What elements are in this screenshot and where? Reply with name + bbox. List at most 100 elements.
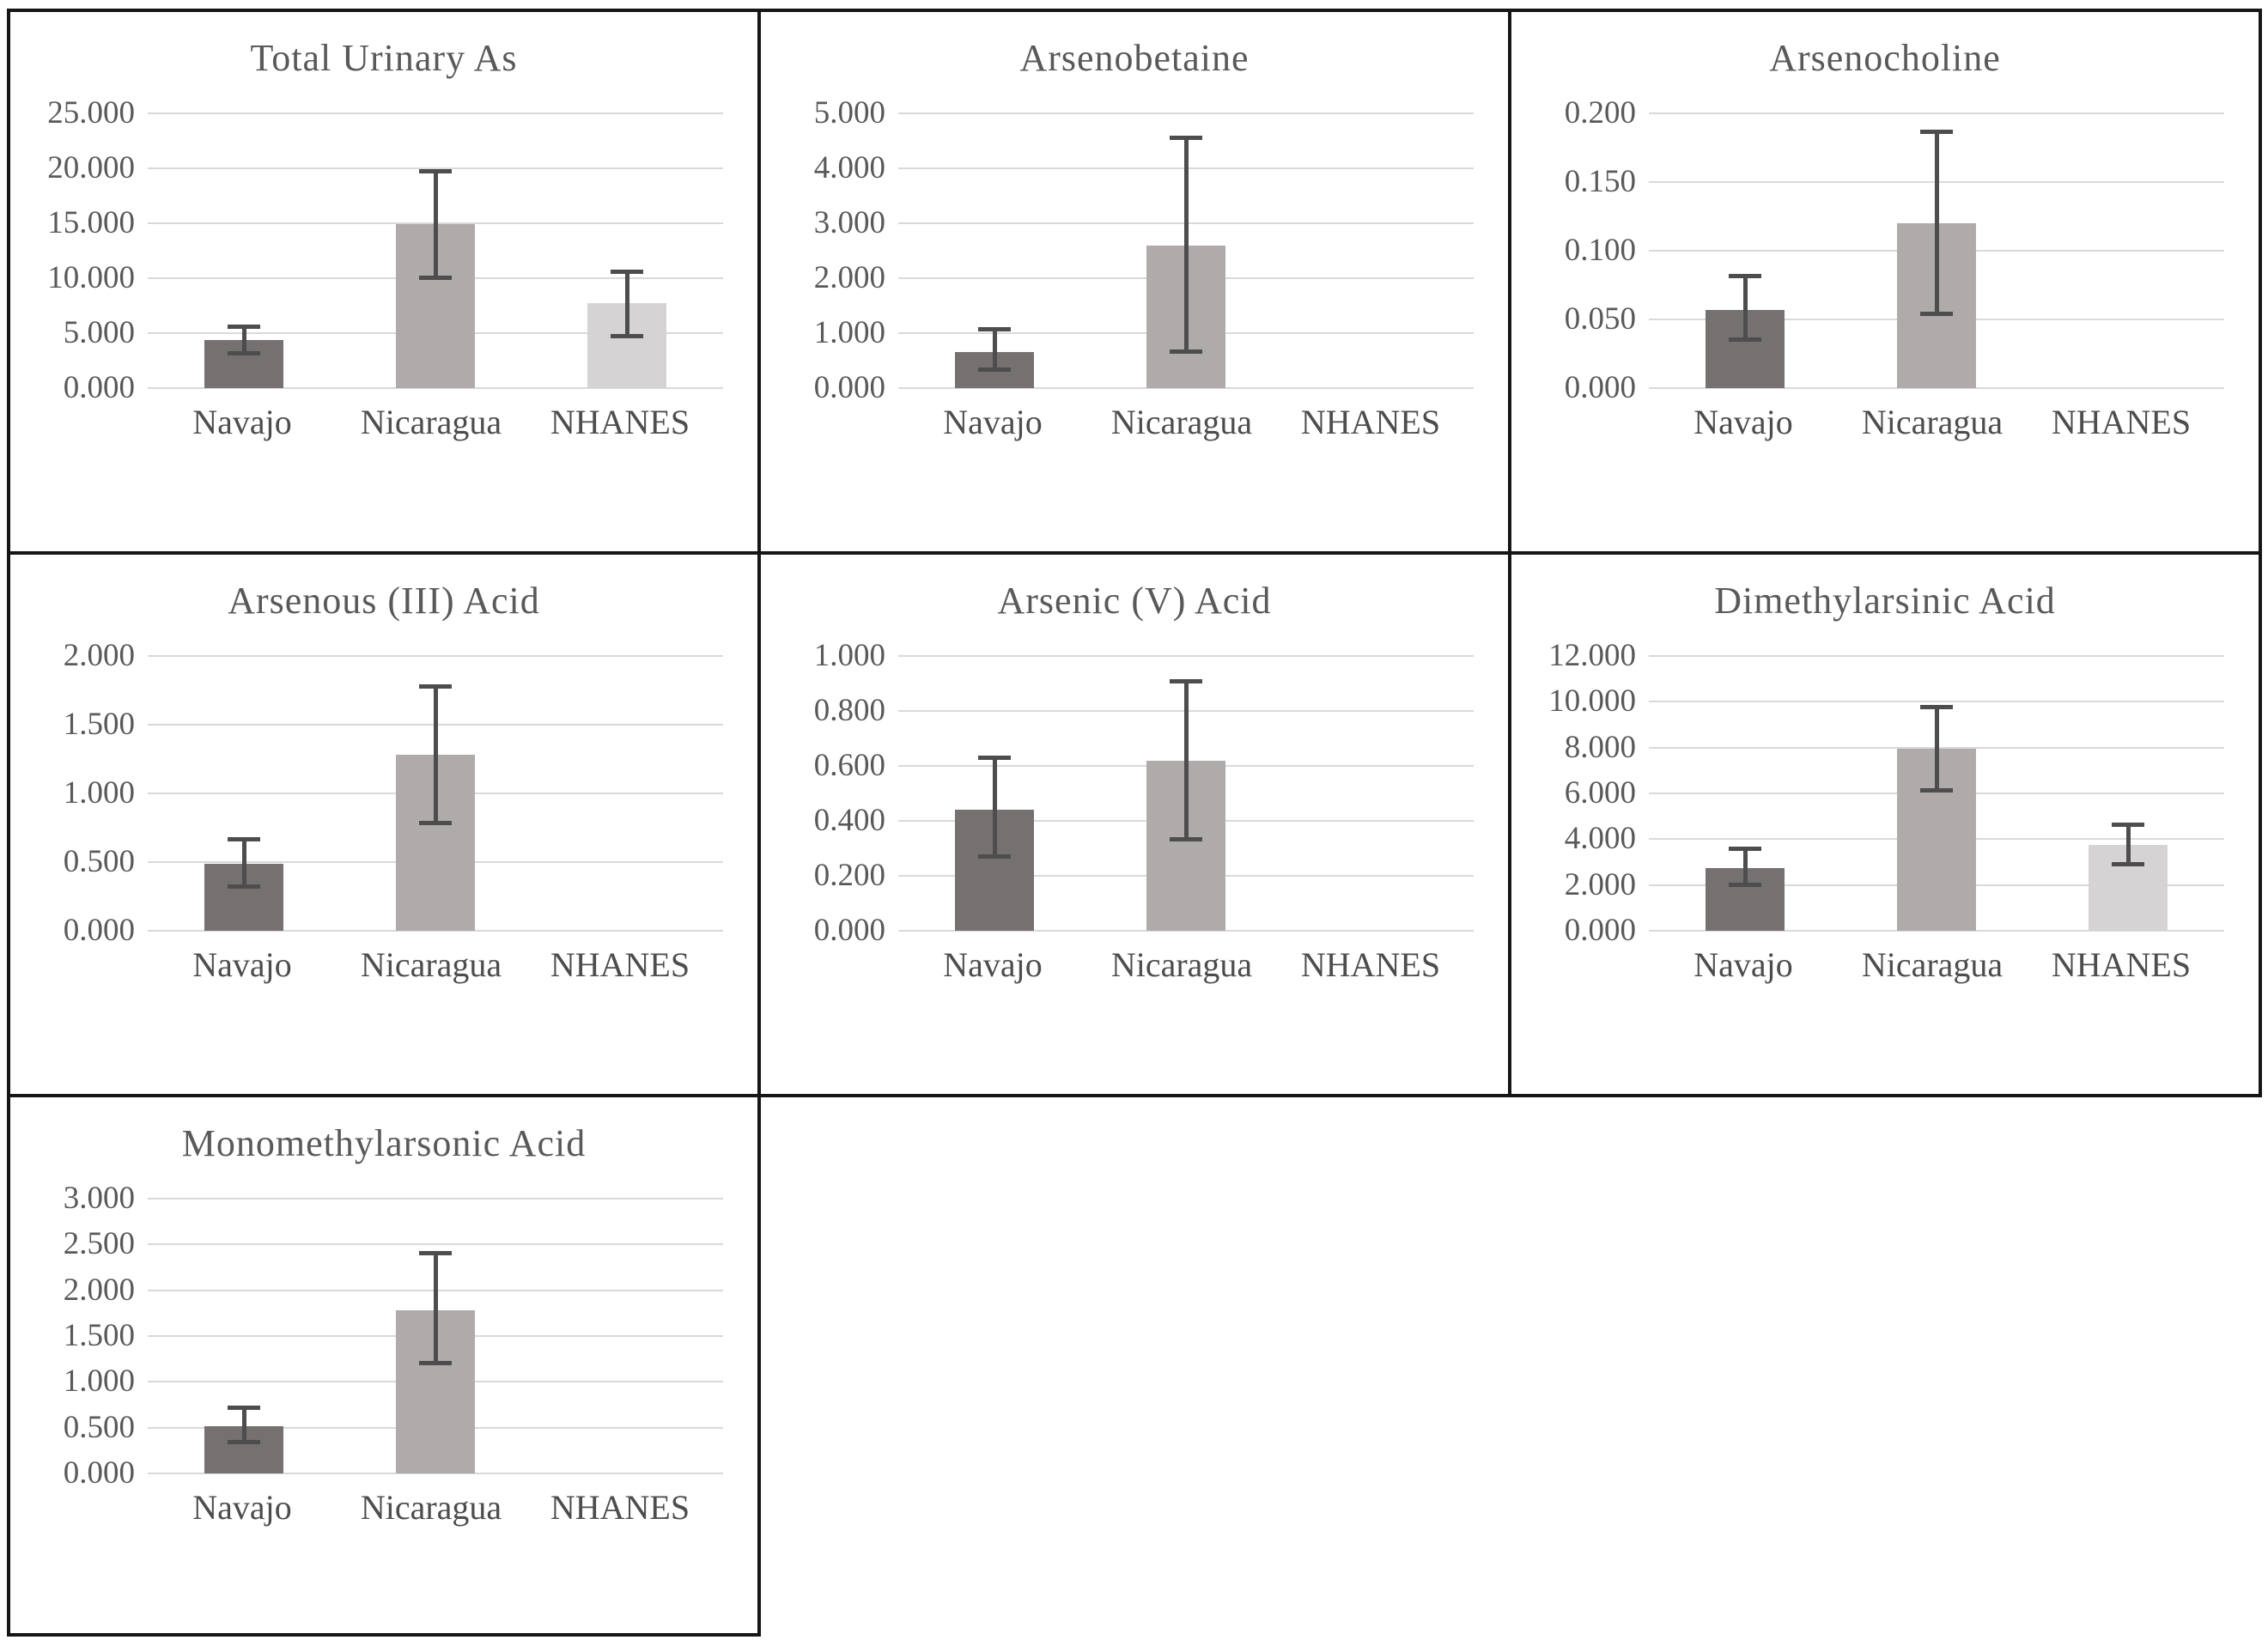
y-axis-tick-label: 1.500 bbox=[63, 1318, 135, 1353]
gridline bbox=[1649, 655, 2224, 657]
x-axis-label-navajo: Navajo bbox=[192, 945, 292, 984]
error-bar-cap-bottom bbox=[227, 884, 260, 889]
y-axis-tick-label: 0.400 bbox=[813, 803, 885, 838]
error-bar-line bbox=[241, 838, 246, 887]
gridline bbox=[898, 930, 1474, 932]
x-axis-label-navajo: Navajo bbox=[943, 403, 1043, 441]
x-axis-label-navajo: Navajo bbox=[943, 945, 1043, 984]
y-axis-tick-label: 0.000 bbox=[63, 370, 135, 405]
y-axis-tick-label: 0.500 bbox=[63, 844, 135, 879]
gridline bbox=[1649, 112, 2224, 114]
error-bar-line bbox=[1935, 131, 1939, 314]
chart-panel-arsenobetaine: Arsenobetaine Navajo Nicaragua NHANES 0.… bbox=[757, 9, 1511, 555]
gridline bbox=[898, 655, 1474, 657]
error-bar-line bbox=[1184, 137, 1189, 352]
y-axis-tick-label: 8.000 bbox=[1564, 729, 1636, 765]
y-axis-tick-label: 3.000 bbox=[813, 205, 885, 240]
x-axis-label-navajo: Navajo bbox=[192, 403, 292, 441]
x-axis-label-nicaragua: Nicaragua bbox=[360, 945, 502, 984]
y-axis-tick-label: 0.200 bbox=[1564, 95, 1636, 131]
y-axis-tick-label: 1.500 bbox=[63, 707, 135, 742]
y-axis-tick-label: 0.600 bbox=[813, 748, 885, 783]
x-axis-label-navajo: Navajo bbox=[192, 1488, 292, 1527]
gridline bbox=[148, 112, 723, 114]
y-axis-tick-label: 4.000 bbox=[813, 150, 885, 185]
x-axis-label-nhanes: NHANES bbox=[2051, 403, 2192, 441]
error-bar-cap-bottom bbox=[419, 821, 452, 826]
chart-title: Arsenocholine bbox=[1769, 37, 2001, 79]
error-bar-line bbox=[434, 1252, 438, 1364]
y-axis-tick-label: 25.000 bbox=[47, 95, 135, 131]
y-axis-tick-label: 0.000 bbox=[1564, 913, 1636, 948]
error-bar-line bbox=[434, 170, 438, 278]
y-axis-tick-label: 0.000 bbox=[1564, 370, 1636, 405]
chart-panel-arsenocholine: Arsenocholine Navajo Nicaragua NHANES 0.… bbox=[1508, 9, 2262, 555]
error-bar-cap-bottom bbox=[1920, 788, 1953, 793]
error-bar-cap-bottom bbox=[227, 351, 260, 356]
error-bar-cap-top bbox=[1920, 704, 1953, 709]
y-axis-tick-label: 0.000 bbox=[63, 913, 135, 948]
error-bar-cap-bottom bbox=[1920, 311, 1953, 316]
y-axis-tick-label: 15.000 bbox=[47, 205, 135, 240]
gridline bbox=[148, 930, 723, 932]
y-axis-tick-label: 12.000 bbox=[1548, 638, 1636, 673]
gridline bbox=[148, 387, 723, 389]
error-bar-cap-bottom bbox=[977, 367, 1011, 372]
chart-panel-monomethylarsonic-acid: Monomethylarsonic Acid Navajo Nicaragua … bbox=[7, 1094, 761, 1637]
error-bar-line bbox=[2126, 824, 2131, 865]
gridline bbox=[1649, 930, 2224, 932]
error-bar-cap-top bbox=[611, 270, 644, 275]
x-axis-label-navajo: Navajo bbox=[1693, 945, 1793, 984]
error-bar-cap-top bbox=[1728, 847, 1761, 851]
chart-title: Arsenous (III) Acid bbox=[228, 580, 540, 622]
y-axis-tick-label: 2.000 bbox=[63, 1272, 135, 1308]
error-bar-cap-top bbox=[1728, 273, 1761, 278]
y-axis-tick-label: 2.000 bbox=[1564, 866, 1636, 902]
x-axis-label-nicaragua: Nicaragua bbox=[1110, 403, 1253, 441]
error-bar-cap-top bbox=[227, 836, 260, 841]
y-axis-tick-label: 0.100 bbox=[1564, 233, 1636, 268]
y-axis-tick-label: 0.000 bbox=[813, 913, 885, 948]
chart-grid: Total Urinary As Navajo Nicaragua NHANES… bbox=[7, 9, 2262, 1640]
gridline bbox=[1649, 387, 2224, 389]
error-bar-line bbox=[1184, 680, 1189, 841]
y-axis-tick-label: 0.050 bbox=[1564, 301, 1636, 337]
y-axis-tick-label: 1.000 bbox=[63, 775, 135, 811]
y-axis-tick-label: 10.000 bbox=[47, 260, 135, 295]
x-axis-label-nhanes: NHANES bbox=[1300, 403, 1441, 441]
chart-title: Arsenic (V) Acid bbox=[997, 580, 1272, 622]
error-bar-cap-bottom bbox=[2112, 861, 2145, 866]
x-axis-label-nhanes: NHANES bbox=[550, 403, 690, 441]
error-bar-line bbox=[241, 326, 246, 355]
y-axis-tick-label: 0.000 bbox=[63, 1455, 135, 1491]
error-bar-cap-top bbox=[1920, 129, 1953, 134]
y-axis-tick-label: 2.000 bbox=[63, 638, 135, 673]
error-bar-cap-bottom bbox=[227, 1439, 260, 1444]
error-bar-line bbox=[1935, 706, 1939, 792]
y-axis-tick-label: 2.000 bbox=[813, 260, 885, 295]
y-axis-tick-label: 0.200 bbox=[813, 858, 885, 893]
x-axis-label-nhanes: NHANES bbox=[550, 945, 690, 984]
y-axis-tick-label: 1.000 bbox=[813, 315, 885, 350]
chart-title: Dimethylarsinic Acid bbox=[1714, 580, 2056, 622]
error-bar-line bbox=[1742, 275, 1748, 340]
x-axis-label-nicaragua: Nicaragua bbox=[1110, 945, 1253, 984]
chart-title: Arsenobetaine bbox=[1019, 37, 1250, 79]
y-axis-tick-label: 5.000 bbox=[63, 315, 135, 350]
error-bar-cap-bottom bbox=[419, 276, 452, 280]
error-bar-cap-top bbox=[2112, 823, 2145, 827]
chart-panel-arsenic-v-acid: Arsenic (V) Acid Navajo Nicaragua NHANES… bbox=[757, 551, 1511, 1097]
gridline bbox=[148, 655, 723, 657]
error-bar-cap-bottom bbox=[1170, 349, 1202, 354]
chart-panel-arsenous-iii-acid: Arsenous (III) Acid Navajo Nicaragua NHA… bbox=[7, 551, 761, 1097]
y-axis-tick-label: 0.150 bbox=[1564, 164, 1636, 199]
y-axis-tick-label: 10.000 bbox=[1548, 683, 1636, 720]
error-bar-line bbox=[241, 1407, 246, 1443]
y-axis-tick-label: 5.000 bbox=[813, 95, 885, 131]
y-axis-tick-label: 1.000 bbox=[63, 1364, 135, 1400]
error-bar-cap-top bbox=[1170, 678, 1202, 683]
error-bar-cap-top bbox=[977, 326, 1011, 331]
x-axis-label-navajo: Navajo bbox=[1693, 403, 1793, 441]
gridline bbox=[148, 1198, 723, 1200]
y-axis-tick-label: 1.000 bbox=[813, 638, 885, 673]
